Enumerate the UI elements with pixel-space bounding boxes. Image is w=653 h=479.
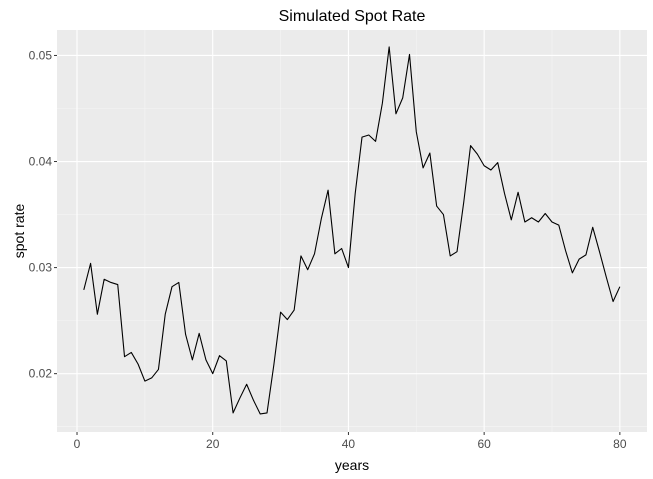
y-tick-label: 0.02 [29,367,53,381]
y-axis-ticks: 0.02 0.03 0.04 0.05 [29,48,57,381]
x-tick-label: 40 [342,437,356,451]
x-tick-label: 60 [477,437,491,451]
x-tick-label: 80 [613,437,627,451]
x-tick-label: 0 [74,437,81,451]
major-gridlines [57,30,647,432]
x-axis-ticks: 0 20 40 60 80 [74,432,627,451]
y-tick-label: 0.04 [29,155,53,169]
y-tick-label: 0.05 [29,48,53,62]
chart-title: Simulated Spot Rate [279,8,426,25]
x-tick-label: 20 [206,437,220,451]
spot-rate-line [83,46,621,415]
x-axis-label: years [335,457,369,473]
y-tick-label: 0.03 [29,261,53,275]
y-axis-label: spot rate [11,204,27,259]
minor-gridlines [57,30,647,432]
